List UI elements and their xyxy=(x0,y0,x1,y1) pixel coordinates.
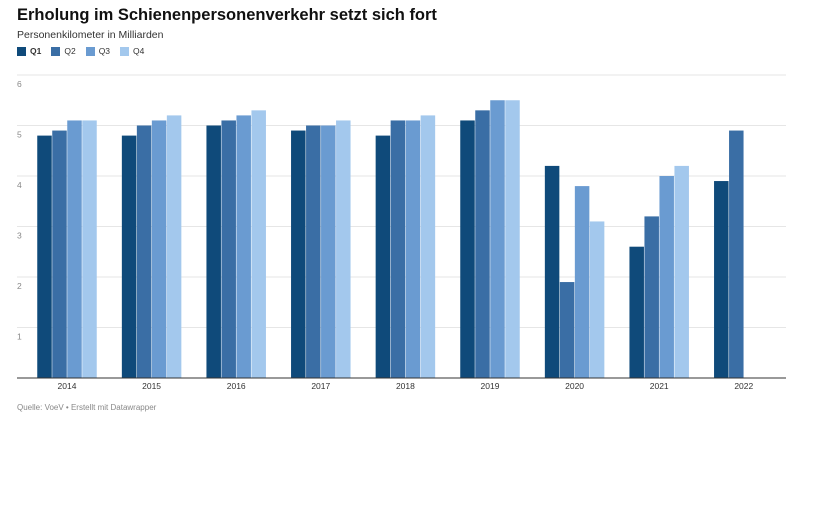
bar-2022-q2 xyxy=(729,130,744,378)
bar-2020-q1 xyxy=(544,165,560,378)
bar-2021-q1 xyxy=(629,246,644,378)
bar-2015-q4 xyxy=(166,115,182,379)
x-tick-label: 2022 xyxy=(734,381,753,391)
legend-swatch xyxy=(51,46,61,56)
bar-2017-q3 xyxy=(321,125,336,378)
bar-2016-q2 xyxy=(221,120,236,378)
legend-item-q3: Q3 xyxy=(85,46,111,56)
x-tick-label: 2021 xyxy=(650,381,669,391)
chart-legend: Q1 Q2 Q3 Q4 xyxy=(17,46,154,56)
legend-item-q1: Q1 xyxy=(17,46,41,56)
bar-2019-q4 xyxy=(505,100,520,378)
bar-2020-q4 xyxy=(589,221,605,378)
y-tick-label: 6 xyxy=(17,79,22,89)
x-tick-label: 2016 xyxy=(227,381,246,391)
x-tick-label: 2019 xyxy=(481,381,500,391)
bar-2014-q4 xyxy=(82,120,97,378)
bar-2017-q4 xyxy=(336,120,351,378)
x-tick-label: 2020 xyxy=(565,381,584,391)
bar-2014-q2 xyxy=(52,130,67,378)
y-tick-label: 3 xyxy=(17,231,22,241)
bar-2018-q1 xyxy=(375,135,391,378)
bar-2015-q2 xyxy=(136,125,152,378)
bar-2020-q3 xyxy=(574,186,590,378)
x-tick-label: 2015 xyxy=(142,381,161,391)
bar-2019-q3 xyxy=(490,100,505,378)
y-tick-label: 1 xyxy=(17,332,22,342)
x-tick-label: 2017 xyxy=(311,381,330,391)
legend-label: Q2 xyxy=(64,46,76,56)
bar-2015-q3 xyxy=(151,120,167,378)
legend-item-q4: Q4 xyxy=(120,46,144,56)
bar-2018-q2 xyxy=(390,120,406,378)
bar-2018-q4 xyxy=(420,115,436,379)
y-tick-label: 5 xyxy=(17,130,22,140)
chart-title: Erholung im Schienenpersonenverkehr setz… xyxy=(17,6,437,24)
y-tick-label: 4 xyxy=(17,180,22,190)
bar-2014-q1 xyxy=(37,135,52,378)
bar-2017-q2 xyxy=(306,125,321,378)
x-tick-label: 2014 xyxy=(58,381,77,391)
bar-2021-q4 xyxy=(674,165,689,378)
legend-label: Q3 xyxy=(98,46,111,56)
legend-swatch xyxy=(17,46,26,56)
x-tick-label: 2018 xyxy=(396,381,415,391)
bar-2016-q4 xyxy=(251,110,266,378)
bar-2016-q1 xyxy=(206,125,221,378)
bar-2014-q3 xyxy=(67,120,82,378)
bar-2015-q1 xyxy=(121,135,137,378)
legend-item-q2: Q2 xyxy=(51,46,76,56)
bar-2019-q2 xyxy=(475,110,490,378)
legend-swatch xyxy=(120,46,130,56)
bar-2017-q1 xyxy=(291,130,306,378)
bar-2016-q3 xyxy=(236,115,251,379)
source-note: Quelle: VoeV • Erstellt mit Datawrapper xyxy=(17,403,157,412)
bar-2019-q1 xyxy=(460,120,475,378)
chart-subtitle: Personenkilometer in Milliarden xyxy=(17,29,164,41)
bar-2020-q2 xyxy=(559,282,575,378)
bar-2018-q3 xyxy=(405,120,421,378)
legend-label: Q4 xyxy=(133,46,145,56)
bar-2021-q3 xyxy=(659,176,674,378)
legend-label: Q1 xyxy=(30,46,42,56)
legend-swatch xyxy=(85,46,95,56)
y-tick-label: 2 xyxy=(17,281,22,291)
bar-2021-q2 xyxy=(644,216,659,378)
bar-2022-q1 xyxy=(714,181,729,378)
